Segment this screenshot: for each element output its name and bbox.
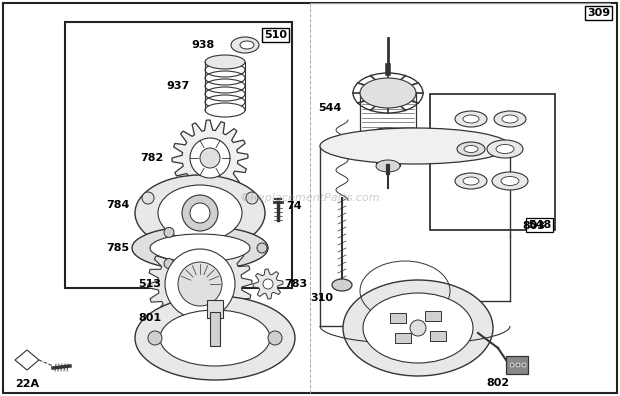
Ellipse shape — [343, 280, 493, 376]
Bar — [395, 333, 411, 343]
Bar — [210, 312, 220, 346]
Circle shape — [257, 243, 267, 253]
Ellipse shape — [150, 234, 250, 262]
Polygon shape — [172, 120, 248, 196]
Text: 802: 802 — [487, 378, 510, 388]
Text: 544: 544 — [318, 103, 342, 113]
Ellipse shape — [501, 177, 519, 185]
Ellipse shape — [205, 103, 245, 117]
Ellipse shape — [135, 296, 295, 380]
Circle shape — [142, 192, 154, 204]
Bar — [65, 22, 292, 288]
Polygon shape — [15, 350, 39, 370]
Ellipse shape — [455, 111, 487, 127]
Bar — [430, 331, 446, 341]
Circle shape — [263, 279, 273, 289]
Ellipse shape — [205, 55, 245, 69]
Text: 937: 937 — [166, 81, 190, 91]
Bar — [390, 313, 406, 323]
Ellipse shape — [363, 293, 473, 363]
Text: ©ReplacementParts.com: ©ReplacementParts.com — [240, 193, 380, 203]
Ellipse shape — [455, 173, 487, 189]
Text: 22A: 22A — [15, 379, 39, 389]
Text: 782: 782 — [140, 153, 164, 163]
Ellipse shape — [320, 128, 510, 164]
Text: 785: 785 — [107, 243, 130, 253]
Text: 938: 938 — [192, 40, 215, 50]
Ellipse shape — [178, 262, 222, 306]
Polygon shape — [148, 232, 252, 336]
Circle shape — [148, 331, 162, 345]
Bar — [376, 143, 400, 166]
Circle shape — [268, 331, 282, 345]
Text: 510: 510 — [264, 30, 287, 40]
Circle shape — [164, 227, 174, 238]
Ellipse shape — [360, 128, 416, 158]
Ellipse shape — [463, 115, 479, 123]
Ellipse shape — [240, 41, 254, 49]
Circle shape — [182, 195, 218, 231]
Ellipse shape — [165, 249, 235, 319]
Ellipse shape — [487, 140, 523, 158]
Ellipse shape — [190, 138, 230, 178]
Ellipse shape — [132, 226, 268, 270]
Text: 784: 784 — [106, 200, 130, 210]
Ellipse shape — [457, 142, 485, 156]
Circle shape — [410, 320, 426, 336]
Ellipse shape — [494, 111, 526, 127]
Polygon shape — [253, 269, 283, 299]
Ellipse shape — [332, 279, 352, 291]
Text: 309: 309 — [587, 8, 610, 18]
Bar — [207, 300, 223, 318]
Ellipse shape — [496, 145, 514, 154]
Circle shape — [194, 237, 206, 249]
Circle shape — [246, 192, 258, 204]
Ellipse shape — [463, 177, 479, 185]
Text: 801: 801 — [138, 313, 162, 323]
Bar — [425, 311, 441, 321]
Ellipse shape — [360, 78, 416, 108]
Ellipse shape — [158, 185, 242, 241]
Text: 548: 548 — [528, 220, 551, 230]
Circle shape — [522, 363, 526, 367]
Text: 783: 783 — [285, 279, 308, 289]
Text: 513: 513 — [138, 279, 161, 289]
Text: 803: 803 — [522, 221, 545, 231]
Circle shape — [516, 363, 520, 367]
Bar — [430, 94, 555, 230]
Ellipse shape — [502, 115, 518, 123]
Circle shape — [190, 203, 210, 223]
Ellipse shape — [492, 172, 528, 190]
Ellipse shape — [135, 175, 265, 251]
Circle shape — [200, 148, 220, 168]
Bar — [506, 356, 528, 374]
Circle shape — [510, 363, 514, 367]
Ellipse shape — [231, 37, 259, 53]
Text: 310: 310 — [311, 293, 334, 303]
Circle shape — [164, 259, 174, 268]
Ellipse shape — [160, 310, 270, 366]
Ellipse shape — [464, 145, 478, 152]
Ellipse shape — [376, 160, 400, 172]
Text: 74: 74 — [286, 201, 302, 211]
